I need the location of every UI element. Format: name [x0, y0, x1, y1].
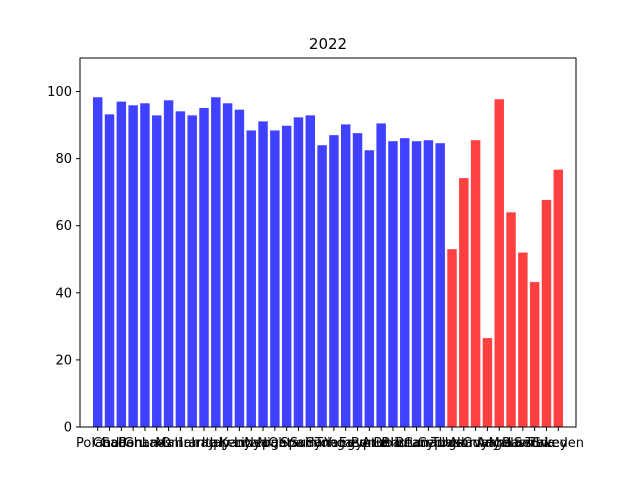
bar-niger: [270, 130, 280, 427]
bar-qatar: [281, 125, 292, 428]
bar-bhutan: [400, 138, 410, 427]
bar-turkey: [541, 199, 552, 427]
x-tick-label: Libya: [234, 436, 269, 451]
bar-norway: [470, 140, 481, 427]
x-tick-label: Brunei: [395, 436, 437, 451]
bar-peru: [128, 105, 138, 428]
bar-laos: [152, 115, 162, 427]
y-tick-label: 0: [64, 421, 72, 436]
x-tick-label: Russia: [502, 436, 544, 451]
y-tick-label: 20: [55, 353, 72, 368]
x-tick-label: Benin: [351, 436, 388, 451]
bar-group: [92, 97, 564, 428]
x-tick-label: Yemen: [323, 436, 367, 451]
bar-kenya: [234, 109, 245, 427]
x-tick-label: Syria: [306, 436, 339, 451]
x-tick-label: Gabon: [100, 436, 143, 451]
x-tick-label: Chad: [93, 436, 127, 451]
bar-ghana: [140, 103, 150, 427]
y-tick-label: 40: [55, 286, 72, 301]
x-tick-label: Cyprus: [417, 436, 463, 451]
x-tick-label: Sudan: [290, 436, 331, 451]
x-tick-label: Spain: [280, 436, 316, 451]
x-tick-label: Canada: [404, 436, 453, 451]
bar-guyana: [482, 338, 493, 427]
x-tick-label: Belize: [373, 436, 412, 451]
x-tick-label: Guyana: [462, 436, 512, 451]
bar-libya: [246, 130, 256, 427]
bar-brunei: [411, 141, 422, 427]
bar-iraq: [199, 107, 209, 427]
x-tick-label: Nepal: [244, 436, 282, 451]
x-tick-label: Sweden: [533, 436, 584, 451]
bar-cyprus: [435, 143, 445, 428]
bar-tuvalu: [447, 249, 457, 427]
x-tick-label: Oman: [161, 436, 200, 451]
bar-poland: [92, 97, 103, 428]
x-tick-label: Uganda: [439, 436, 489, 451]
x-tick-label: Mali: [155, 436, 181, 451]
bar-syria: [317, 145, 327, 427]
bar-sudan: [305, 115, 316, 427]
bar-chad: [104, 114, 115, 428]
x-tick-label: Norway: [451, 436, 501, 451]
bar-canada: [423, 140, 434, 427]
bar-sweden: [553, 169, 564, 427]
x-tick-label: Qatar: [268, 436, 305, 451]
bar-angola: [494, 99, 504, 427]
bar-japan: [222, 103, 233, 427]
bar-aruba: [376, 123, 386, 427]
x-tick-label: Laos: [142, 436, 172, 451]
x-tick-label: Serbia: [514, 436, 555, 451]
x-tick-label: Japan: [208, 436, 245, 451]
bar-iran: [187, 115, 197, 427]
x-tick-label: Italy: [202, 436, 231, 451]
bar-benin: [364, 150, 375, 427]
bar-belize: [388, 141, 398, 427]
plot-frame: [79, 57, 577, 428]
y-tick-label: 80: [55, 152, 72, 167]
bar-russia: [518, 252, 528, 427]
bar-egypt: [352, 133, 363, 427]
x-tick-label: Aruba: [362, 436, 401, 451]
y-axis-ticks: 0 20 40 60 80 100: [47, 85, 80, 436]
x-tick-label: Iraq: [191, 436, 216, 451]
y-tick-label: 100: [47, 85, 72, 100]
x-tick-label: Tuvalu: [430, 436, 473, 451]
bar-spain: [293, 117, 304, 427]
x-tick-label: Poland: [76, 436, 119, 451]
bar-yemen: [340, 124, 351, 428]
x-tick-label: Bhutan: [381, 436, 428, 451]
x-axis-ticks: PolandChadGabonPeruGhanaLaosMaliOmanIran…: [76, 427, 584, 451]
bar-nepal: [258, 121, 268, 427]
bar-uganda: [459, 178, 469, 427]
bar-tonga: [329, 135, 339, 427]
x-tick-label: Egypt: [339, 436, 377, 451]
x-tick-label: Peru: [119, 436, 148, 451]
bar-serbia: [529, 282, 540, 427]
x-tick-label: Malawi: [489, 436, 534, 451]
x-tick-label: Tonga: [314, 436, 353, 451]
bar-oman: [175, 111, 186, 427]
x-tick-label: Turkey: [524, 436, 568, 451]
x-tick-label: Iran: [179, 436, 204, 451]
bar-gabon: [116, 101, 127, 427]
x-tick-label: Niger: [257, 436, 293, 451]
chart-title: 2022: [309, 35, 347, 53]
y-tick-label: 60: [55, 219, 72, 234]
x-tick-label: Kenya: [220, 436, 260, 451]
x-tick-label: Ghana: [124, 436, 167, 451]
bar-mali: [163, 100, 174, 427]
bar-malawi: [506, 212, 516, 427]
x-tick-label: Angola: [477, 436, 522, 451]
bar-italy: [211, 97, 221, 428]
